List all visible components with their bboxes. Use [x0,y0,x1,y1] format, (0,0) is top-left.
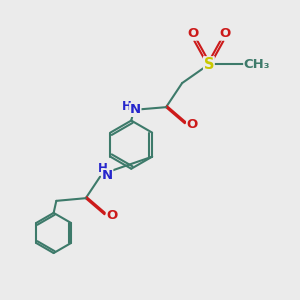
Text: O: O [187,27,199,40]
Text: S: S [204,57,214,72]
Text: O: O [219,27,231,40]
Text: N: N [102,169,113,182]
Text: CH₃: CH₃ [244,58,270,71]
Text: O: O [187,118,198,131]
Text: N: N [130,103,141,116]
Text: O: O [106,209,118,222]
Text: H: H [122,100,131,113]
Text: H: H [98,162,108,175]
